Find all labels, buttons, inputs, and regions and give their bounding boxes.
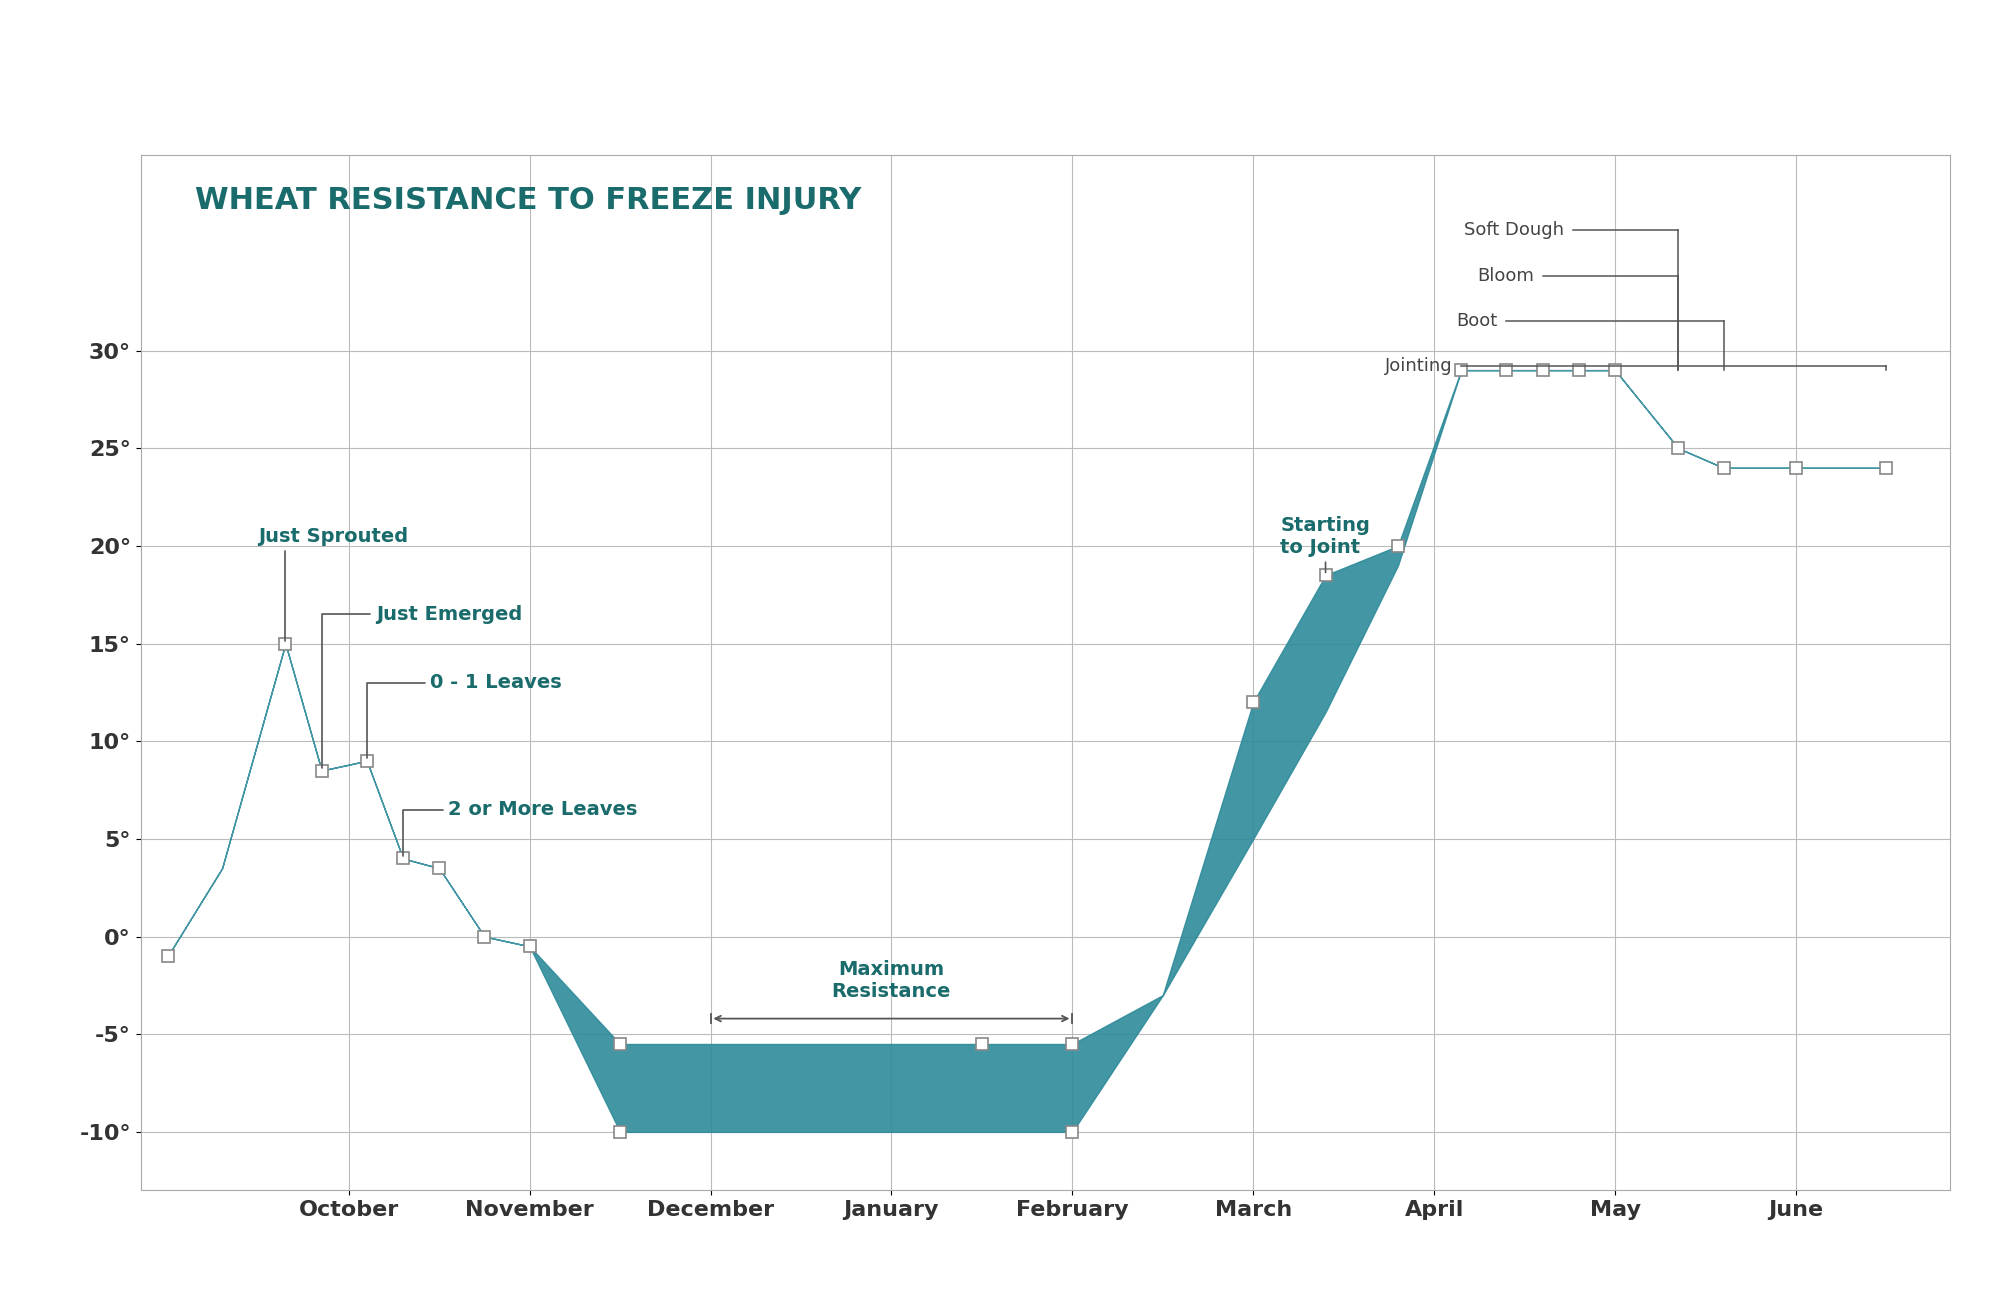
Text: Soft Dough: Soft Dough xyxy=(1465,220,1564,238)
Text: Maximum
Resistance: Maximum Resistance xyxy=(832,960,951,1002)
Text: Starting
to Joint: Starting to Joint xyxy=(1280,515,1371,572)
Text: Jointing: Jointing xyxy=(1385,357,1451,375)
Text: Bloom: Bloom xyxy=(1477,268,1534,286)
Text: Just Sprouted: Just Sprouted xyxy=(257,527,408,641)
Text: 0 - 1 Leaves: 0 - 1 Leaves xyxy=(368,673,563,758)
Text: 2 or More Leaves: 2 or More Leaves xyxy=(402,800,637,855)
Text: WHEAT RESISTANCE TO FREEZE INJURY: WHEAT RESISTANCE TO FREEZE INJURY xyxy=(195,186,860,215)
Text: Boot: Boot xyxy=(1455,312,1497,330)
Text: Just Emerged: Just Emerged xyxy=(322,604,523,767)
